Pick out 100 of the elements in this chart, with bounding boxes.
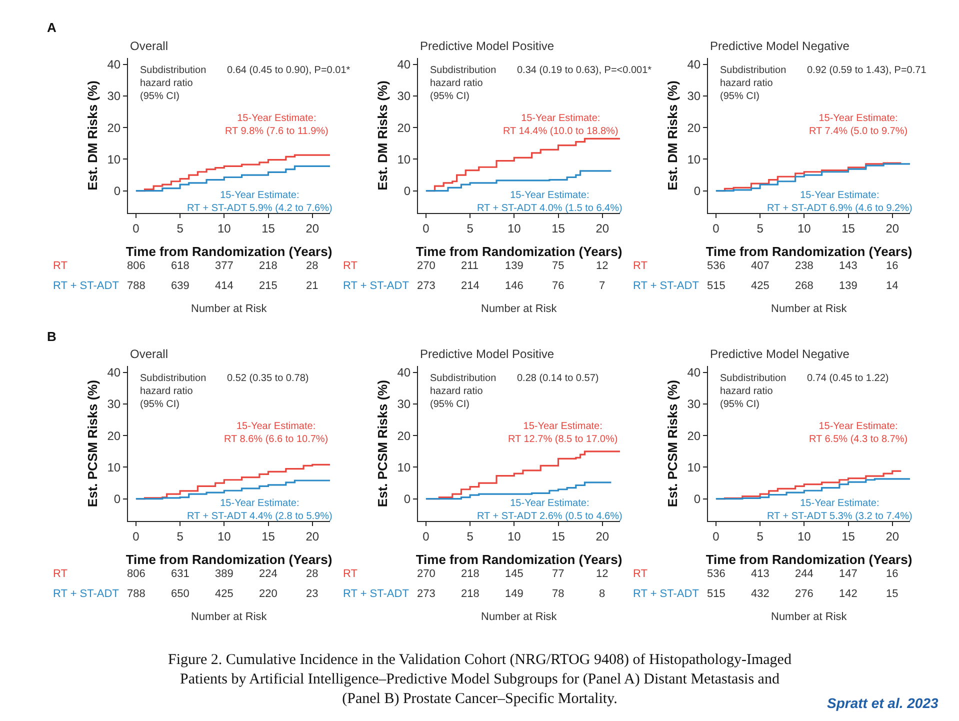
x-tick-label: 15 [262, 529, 276, 544]
x-axis-title: Time from Randomization (Years) [706, 552, 912, 567]
y-tick-label: 30 [397, 397, 411, 412]
text: RT + ST-ADT [343, 588, 410, 600]
text: 28 [306, 260, 318, 272]
text: RT [343, 260, 358, 272]
x-tick-label: 15 [262, 221, 276, 236]
annotation: 15-Year Estimate: RT 6.5% (4.3 to 8.7%) [809, 421, 908, 445]
x-axis-title: Time from Randomization (Years) [706, 244, 912, 259]
text: 28 [306, 568, 318, 580]
text: RT [53, 568, 68, 580]
text: 413 [751, 568, 770, 580]
text: 21 [306, 280, 318, 292]
x-tick-label: 10 [507, 529, 522, 544]
text: 270 [417, 260, 436, 272]
annotation: Subdistribution hazard ratio (95% CI) [720, 65, 786, 102]
text: 218 [461, 568, 480, 580]
text: 142 [839, 588, 858, 600]
text: B [47, 329, 56, 344]
annotation: 15-Year Estimate: RT 7.4% (5.0 to 9.7%) [809, 113, 908, 137]
text: 143 [839, 260, 858, 272]
y-tick-label: 20 [687, 428, 701, 443]
text: RT [633, 260, 648, 272]
text: Spratt et al. 2023 [827, 695, 938, 711]
text: RT [633, 568, 648, 580]
y-tick-label: 20 [397, 428, 411, 443]
y-tick-label: 30 [107, 89, 121, 104]
annotation: 15-Year Estimate: RT 14.4% (10.0 to 18.8%) [503, 113, 618, 137]
text: RT + ST-ADT [53, 280, 120, 292]
x-tick-label: 20 [886, 529, 900, 544]
text: 16 [886, 568, 898, 580]
annotation: Subdistribution hazard ratio (95% CI) [430, 373, 496, 410]
y-axis-title: Est. PCSM Risks (%) [375, 380, 390, 508]
text: 377 [215, 260, 234, 272]
y-tick-label: 30 [687, 397, 701, 412]
text: 515 [707, 588, 726, 600]
y-tick-label: 40 [397, 366, 411, 380]
x-tick-label: 5 [756, 529, 764, 544]
text: 78 [552, 588, 564, 600]
y-tick-label: 0 [694, 184, 701, 198]
text: 7 [599, 280, 606, 292]
text: 806 [127, 260, 146, 272]
annotation: 15-Year Estimate: RT 9.8% (7.6 to 11.9%) [225, 113, 328, 137]
x-tick-label: 5 [756, 221, 764, 236]
y-tick-label: 20 [107, 428, 121, 443]
y-tick-label: 30 [687, 89, 701, 104]
x-tick-label: 0 [132, 221, 140, 236]
x-tick-label: 0 [132, 529, 140, 544]
x-tick-label: 0 [712, 221, 720, 236]
x-tick-label: 10 [797, 529, 812, 544]
text: 15 [886, 588, 898, 600]
text: 8 [599, 588, 606, 600]
y-tick-label: 20 [397, 120, 411, 135]
chart-title: Overall [130, 347, 168, 361]
x-tick-label: 5 [466, 529, 474, 544]
y-axis-title: Est. DM Risks (%) [665, 80, 680, 190]
text: 16 [886, 260, 898, 272]
text: Number at Risk [191, 303, 268, 315]
text: A [47, 20, 57, 35]
x-tick-label: 5 [466, 221, 474, 236]
x-tick-label: 10 [797, 221, 812, 236]
text: RT [53, 260, 68, 272]
text: 214 [461, 280, 480, 292]
y-axis-title: Est. PCSM Risks (%) [665, 380, 680, 508]
text: 244 [795, 568, 814, 580]
text: Number at Risk [771, 303, 848, 315]
y-tick-label: 0 [404, 184, 411, 198]
x-tick-label: 0 [422, 221, 430, 236]
annotation: 15-Year Estimate: RT + ST-ADT 4.4% (2.8 to 5.9%) [187, 498, 332, 522]
y-tick-label: 30 [397, 89, 411, 104]
text: 14 [886, 280, 898, 292]
annotation: 15-Year Estimate: RT + ST-ADT 5.3% (3.2 to 7.4%) [767, 498, 912, 522]
caption: Figure 2. Cumulative Incidence in the Validation Cohort (NRG/RTOG 9408) of Histopathology-Imaged Patients by Artificial Intelligence–Predictive Model Subgroups for (Panel A) Distant Metastasis and (Panel B) Prostate Cancer–Specific Mortality. [168, 652, 792, 707]
y-tick-label: 0 [114, 184, 121, 198]
text: 432 [751, 588, 770, 600]
y-tick-label: 10 [107, 460, 121, 474]
chart-title: Overall [130, 39, 168, 53]
text: 425 [751, 280, 770, 292]
text: 218 [259, 260, 278, 272]
x-tick-label: 10 [217, 221, 232, 236]
text: 276 [795, 588, 814, 600]
y-tick-label: 20 [107, 120, 121, 135]
annotation: Subdistribution hazard ratio (95% CI) [140, 65, 206, 102]
annotation: 15-Year Estimate: RT + ST-ADT 4.0% (1.5 to 6.4%) [477, 190, 622, 214]
text: 238 [795, 260, 814, 272]
text: RT + ST-ADT [633, 280, 700, 292]
annotation: 15-Year Estimate: RT + ST-ADT 5.9% (4.2 to 7.6%) [187, 190, 332, 214]
x-tick-label: 20 [306, 529, 320, 544]
y-tick-label: 40 [107, 58, 121, 72]
annotation: 15-Year Estimate: RT 8.6% (6.6 to 10.7%) [224, 421, 328, 445]
text: 536 [707, 568, 726, 580]
y-tick-label: 40 [397, 58, 411, 72]
text: 788 [127, 280, 146, 292]
text: RT + ST-ADT [343, 280, 410, 292]
text: 211 [461, 260, 479, 272]
y-axis-title: Est. PCSM Risks (%) [85, 380, 100, 508]
y-tick-label: 10 [397, 152, 411, 166]
x-axis-title: Time from Randomization (Years) [126, 552, 332, 567]
text: 515 [707, 280, 726, 292]
x-axis-title: Time from Randomization (Years) [416, 244, 622, 259]
